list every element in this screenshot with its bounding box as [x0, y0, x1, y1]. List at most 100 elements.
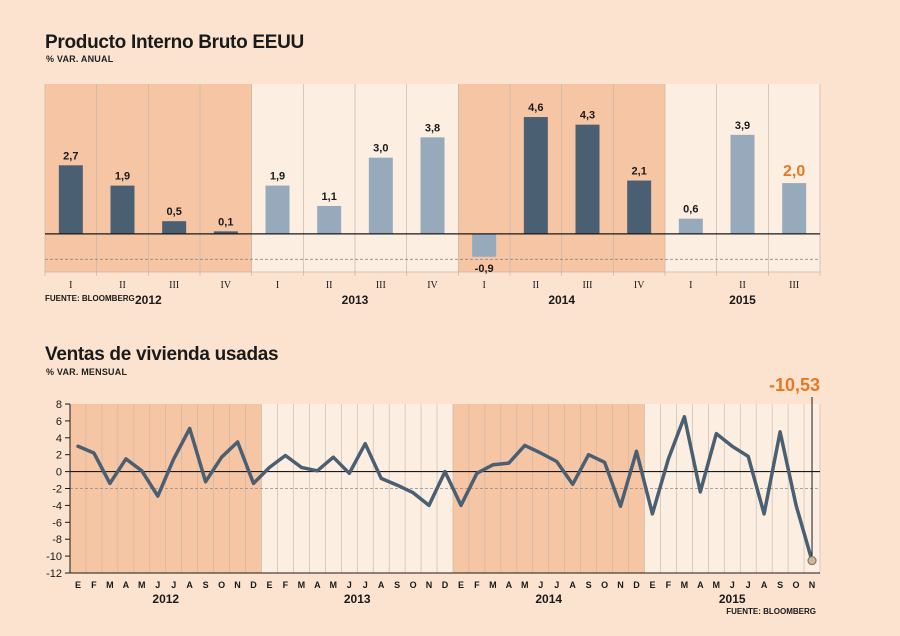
year-label: 2015: [719, 592, 746, 606]
y-tick-label: 6: [56, 416, 62, 428]
quarter-tick-label: II: [532, 280, 539, 291]
month-tick-label: M: [106, 580, 114, 590]
gdp-value-label: 2,7: [63, 150, 78, 162]
gdp-source-note: FUENTE: BLOOMBERG: [45, 294, 135, 303]
gdp-bar: [523, 117, 548, 234]
month-tick-label: A: [697, 580, 704, 590]
y-tick-label: -6: [52, 517, 62, 529]
y-tick-label: 0: [56, 467, 62, 479]
gdp-value-label: 2,0: [783, 163, 805, 180]
quarter-tick-label: I: [276, 280, 279, 291]
gdp-bar: [317, 205, 342, 234]
gdp-value-label: 3,0: [373, 143, 388, 155]
month-tick-label: A: [314, 580, 321, 590]
quarter-tick-label: III: [169, 280, 179, 291]
month-tick-label: S: [203, 580, 209, 590]
month-tick-label: M: [521, 580, 529, 590]
y-tick-label: 4: [56, 433, 62, 445]
quarter-tick-label: III: [583, 280, 593, 291]
housing-series-line: [76, 414, 814, 563]
gdp-bar: [678, 218, 703, 234]
y-tick-label: -8: [52, 534, 62, 546]
month-tick-label: F: [91, 580, 97, 590]
month-tick-label: S: [394, 580, 400, 590]
quarter-tick-label: I: [69, 280, 72, 291]
year-label: 2012: [152, 592, 179, 606]
quarter-tick-label: II: [739, 280, 746, 291]
month-tick-label: A: [123, 580, 130, 590]
month-tick-label: F: [474, 580, 480, 590]
year-label: 2013: [342, 293, 369, 307]
month-tick-label: N: [234, 580, 241, 590]
month-tick-label: M: [330, 580, 338, 590]
shaded-quarter: [96, 84, 149, 272]
month-tick-label: F: [283, 580, 289, 590]
year-label: 2014: [548, 293, 575, 307]
month-tick-label: J: [347, 580, 352, 590]
y-tick-label: 8: [56, 399, 62, 411]
month-tick-label: M: [489, 580, 497, 590]
gdp-value-label: 0,5: [167, 206, 182, 218]
y-tick-label: -4: [52, 500, 62, 512]
gdp-bar: [110, 185, 135, 234]
month-tick-label: E: [75, 580, 81, 590]
gdp-value-label: 0,1: [218, 216, 233, 228]
month-tick-label: S: [777, 580, 783, 590]
gdp-value-label: 4,6: [528, 102, 543, 114]
month-tick-label: M: [713, 580, 721, 590]
highlight-value-label: -10,53: [769, 375, 820, 395]
month-tick-label: J: [155, 580, 160, 590]
shaded-quarter: [200, 84, 252, 272]
last-point-marker: [807, 555, 817, 566]
gdp-bar: [213, 231, 238, 234]
month-tick-label: J: [730, 580, 735, 590]
gdp-bar: [420, 137, 445, 234]
month-tick-label: N: [617, 580, 624, 590]
y-tick-label: -10: [46, 551, 62, 563]
month-tick-label: O: [601, 580, 608, 590]
gdp-value-label: 3,9: [735, 120, 750, 132]
gdp-bar: [368, 157, 393, 234]
quarter-tick-label: IV: [634, 280, 645, 291]
gdp-value-label: 1,9: [270, 171, 285, 183]
gdp-bar: [162, 221, 187, 234]
gdp-bar: [265, 185, 290, 234]
month-tick-label: J: [363, 580, 368, 590]
month-tick-label: A: [186, 580, 193, 590]
gdp-value-label: 3,8: [425, 122, 440, 134]
month-tick-label: O: [410, 580, 417, 590]
housing-chart-subtitle: % VAR. MENSUAL: [46, 367, 128, 377]
year-label: 2015: [729, 293, 756, 307]
month-tick-label: M: [138, 580, 146, 590]
quarter-tick-label: I: [689, 280, 692, 291]
month-tick-label: M: [681, 580, 689, 590]
month-tick-label: D: [633, 580, 640, 590]
quarter-tick-label: II: [326, 280, 333, 291]
y-tick-label: -12: [46, 568, 62, 580]
month-tick-label: S: [586, 580, 592, 590]
gdp-bar: [627, 180, 652, 234]
gdp-chart-subtitle: % VAR. ANUAL: [46, 54, 114, 64]
month-tick-label: A: [506, 580, 513, 590]
gdp-bar: [782, 183, 807, 234]
month-tick-label: F: [666, 580, 672, 590]
gdp-value-label: 0,6: [683, 204, 698, 216]
quarter-tick-label: II: [119, 280, 126, 291]
quarter-tick-label: III: [376, 280, 386, 291]
gdp-value-label: -0,9: [475, 263, 494, 275]
month-tick-label: A: [569, 580, 576, 590]
y-tick-label: 2: [56, 450, 62, 462]
month-tick-label: O: [793, 580, 800, 590]
month-tick-label: J: [171, 580, 176, 590]
gdp-value-label: 1,9: [115, 171, 130, 183]
year-label: 2013: [344, 592, 371, 606]
month-tick-label: D: [250, 580, 257, 590]
gdp-bar: [575, 124, 600, 234]
gdp-bar: [730, 134, 755, 234]
month-tick-label: J: [538, 580, 543, 590]
housing-chart-title: Ventas de vivienda usadas: [45, 344, 279, 365]
gdp-value-label: 1,1: [322, 191, 337, 203]
shaded-quarter: [148, 84, 200, 272]
month-tick-label: N: [426, 580, 433, 590]
